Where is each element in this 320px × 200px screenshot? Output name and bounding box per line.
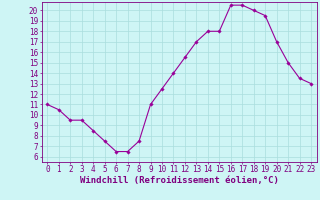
X-axis label: Windchill (Refroidissement éolien,°C): Windchill (Refroidissement éolien,°C) bbox=[80, 176, 279, 185]
